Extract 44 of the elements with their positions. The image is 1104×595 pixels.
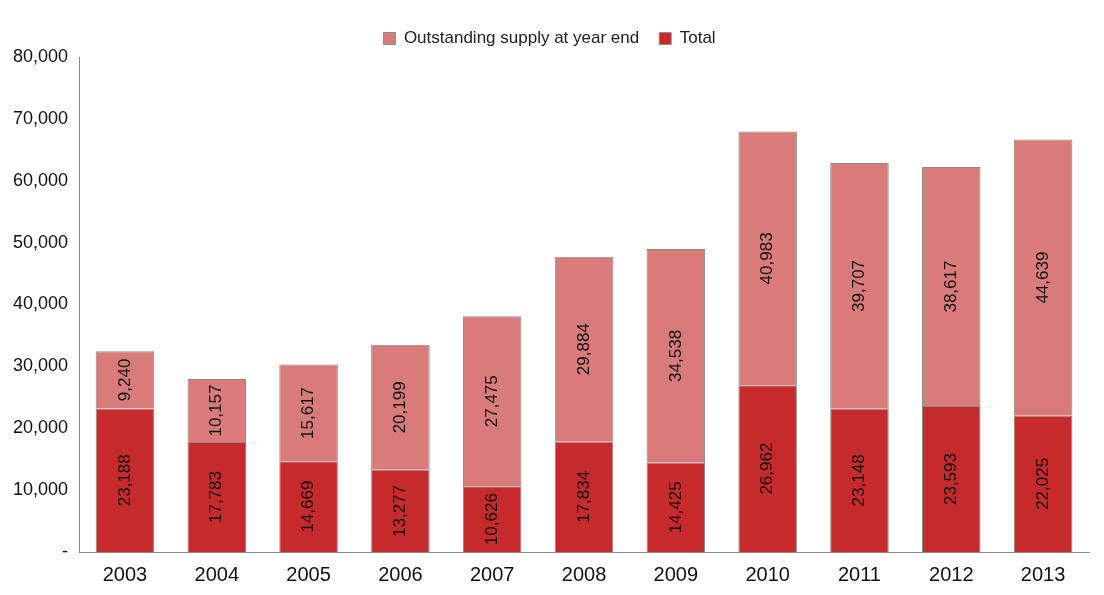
y-tick-label: 30,000 <box>12 355 69 376</box>
data-label: 17,783 <box>206 470 226 523</box>
data-label: 9,240 <box>114 358 134 402</box>
x-tick-label: 2011 <box>837 562 881 585</box>
data-label: 10,626 <box>481 493 501 546</box>
y-tick-label: 50,000 <box>12 231 69 252</box>
data-label: 38,617 <box>940 260 960 313</box>
data-label: 29,884 <box>573 323 593 376</box>
x-tick-label: 2006 <box>378 562 423 585</box>
data-label: 23,148 <box>849 454 869 507</box>
x-tick-label: 2010 <box>745 562 790 585</box>
data-label: 13,277 <box>390 484 410 537</box>
data-label: 17,834 <box>573 470 593 523</box>
y-tick-label: 40,000 <box>12 293 69 314</box>
y-tick-label: - <box>62 540 69 561</box>
x-tick-label: 2007 <box>469 562 515 585</box>
data-label: 44,639 <box>1032 251 1052 304</box>
data-label: 15,617 <box>298 386 318 439</box>
data-label: 14,669 <box>298 480 318 533</box>
y-tick-label: 80,000 <box>12 45 69 66</box>
x-tick-label: 2013 <box>1020 562 1066 585</box>
y-tick-label: 10,000 <box>12 479 69 500</box>
data-label: 23,593 <box>940 453 960 506</box>
y-tick-label: 20,000 <box>12 417 69 438</box>
data-label: 34,538 <box>665 329 685 382</box>
data-label: 39,707 <box>849 259 869 312</box>
data-label: 22,025 <box>1032 457 1052 510</box>
x-tick-label: 2009 <box>653 562 699 585</box>
legend-label: Outstanding supply at year end <box>403 28 640 48</box>
data-label: 10,157 <box>206 384 226 437</box>
x-tick-label: 2004 <box>194 562 240 585</box>
data-label: 14,425 <box>665 481 685 534</box>
legend-label: Total <box>679 28 716 48</box>
data-label: 23,188 <box>114 454 134 507</box>
data-label: 27,475 <box>481 375 501 428</box>
data-label: 26,962 <box>757 442 777 495</box>
x-tick-label: 2008 <box>561 562 607 585</box>
data-label: 40,983 <box>757 232 777 285</box>
data-label: 20,199 <box>390 381 410 434</box>
x-tick-label: 2012 <box>929 562 974 585</box>
y-tick-label: 70,000 <box>12 107 69 128</box>
x-tick-label: 2005 <box>286 562 331 585</box>
x-tick-label: 2003 <box>102 562 148 585</box>
y-tick-label: 60,000 <box>12 169 69 190</box>
